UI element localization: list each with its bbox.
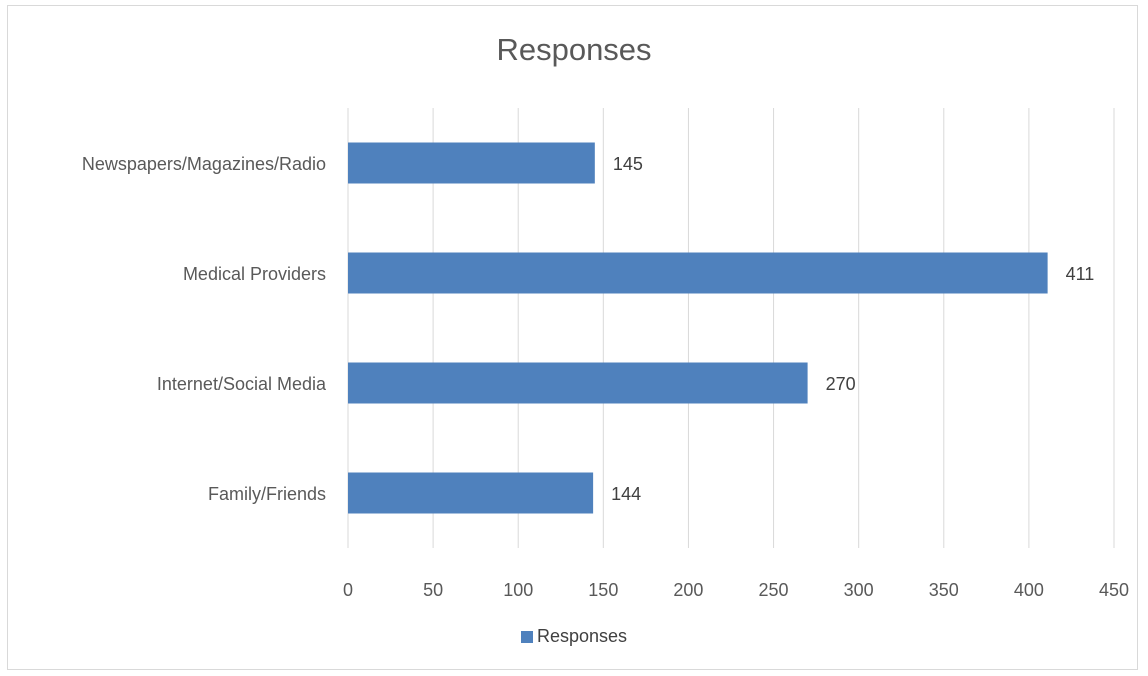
- legend: Responses: [0, 626, 1148, 647]
- chart-frame: [7, 5, 1138, 670]
- bar: [348, 362, 808, 404]
- x-tick-label: 250: [759, 580, 789, 600]
- tick-labels: 0 50 100 150 200 250 300 350 400 450: [343, 580, 1129, 600]
- x-tick-label: 0: [343, 580, 353, 600]
- data-labels: 144 270 411 145: [611, 154, 1094, 504]
- bar: [348, 472, 594, 514]
- category-label: Medical Providers: [183, 264, 326, 284]
- x-tick-label: 200: [673, 580, 703, 600]
- category-labels: Family/Friends Internet/Social Media Medic…: [82, 154, 327, 504]
- legend-label: Responses: [536, 626, 628, 646]
- chart-title: Responses: [496, 32, 652, 67]
- x-tick-label: 450: [1099, 580, 1129, 600]
- x-tick-label: 350: [929, 580, 959, 600]
- data-label: 411: [1066, 264, 1095, 284]
- data-label: 144: [611, 484, 641, 504]
- x-tick-label: 300: [844, 580, 874, 600]
- category-label: Family/Friends: [208, 484, 326, 504]
- x-tick-label: 400: [1014, 580, 1044, 600]
- x-tick-label: 100: [503, 580, 533, 600]
- x-tick-label: 150: [588, 580, 618, 600]
- category-label: Newspapers/Magazines/Radio: [82, 154, 326, 174]
- legend-swatch: [520, 630, 533, 643]
- bar: [348, 142, 595, 184]
- bars: [348, 142, 1048, 514]
- category-label: Internet/Social Media: [157, 374, 327, 394]
- bar: [348, 252, 1048, 294]
- x-tick-label: 50: [423, 580, 443, 600]
- data-label: 145: [613, 154, 643, 174]
- data-label: 270: [826, 374, 856, 394]
